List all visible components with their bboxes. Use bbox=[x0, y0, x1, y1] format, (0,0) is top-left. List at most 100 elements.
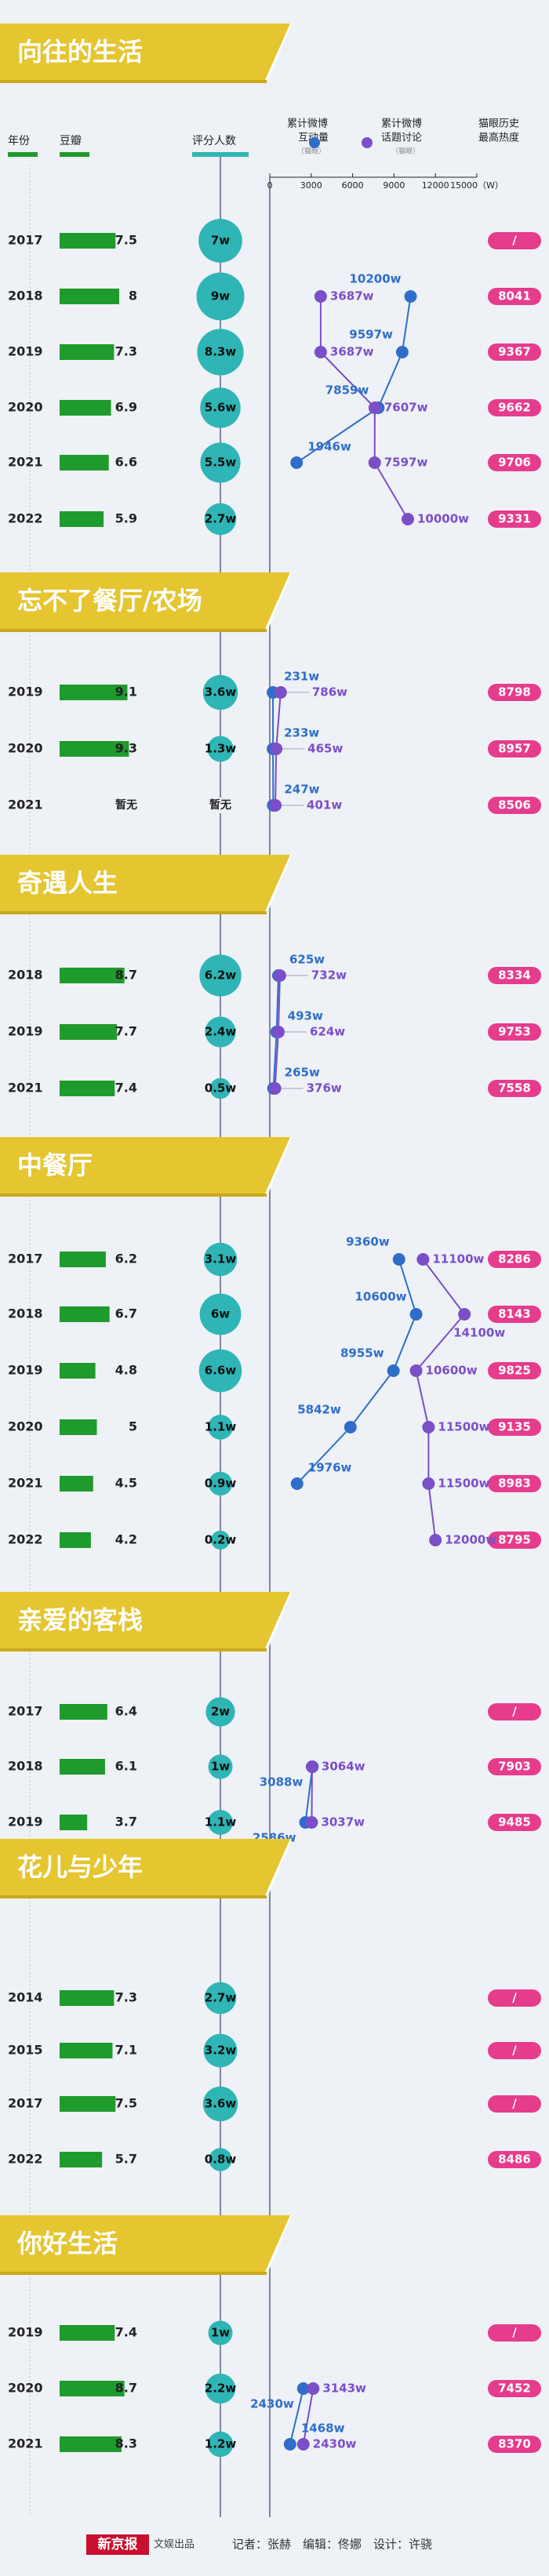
heat-value: 9753 bbox=[498, 1025, 531, 1039]
heat-value: 9706 bbox=[498, 456, 531, 470]
douban-bar bbox=[60, 2043, 113, 2058]
interaction-connector bbox=[392, 1313, 417, 1372]
topic-label: 3064w bbox=[322, 1760, 365, 1774]
heat-pill bbox=[488, 1703, 541, 1720]
raters-bubble bbox=[208, 2320, 233, 2345]
heat-pill bbox=[488, 2324, 541, 2342]
interaction-label: 7859w bbox=[325, 383, 369, 398]
douban-bar bbox=[60, 1990, 115, 2006]
row-year: 2015 bbox=[8, 2043, 43, 2058]
section-banner-shadow bbox=[0, 80, 267, 83]
section-banner-shadow bbox=[0, 1895, 267, 1898]
heat-value: 8286 bbox=[498, 1252, 531, 1266]
douban-bar bbox=[60, 1363, 96, 1379]
interaction-point bbox=[392, 1253, 405, 1266]
raters-label: 1w bbox=[211, 1760, 230, 1774]
raters-bubble bbox=[199, 1293, 242, 1335]
topic-point bbox=[271, 1026, 285, 1038]
raters-bubble bbox=[202, 2086, 238, 2122]
raters-label: 1.1w bbox=[205, 1420, 237, 1434]
section-title-banner bbox=[0, 24, 292, 83]
section-banner-bg bbox=[0, 1839, 290, 1895]
heat-pill bbox=[488, 1251, 541, 1268]
douban-score-label: 7.5 bbox=[115, 233, 137, 248]
heat-value: 8983 bbox=[498, 1477, 531, 1491]
interaction-connector bbox=[398, 1259, 417, 1315]
interaction-connector bbox=[296, 1426, 351, 1484]
interaction-label: 2430w bbox=[250, 2397, 294, 2411]
topic-label: 465w bbox=[307, 742, 343, 756]
row-year: 2021 bbox=[8, 455, 43, 470]
heat-value: / bbox=[512, 2097, 517, 2111]
topic-label: 732w bbox=[311, 968, 347, 983]
douban-score-label: 6.6 bbox=[115, 455, 137, 470]
interaction-label: 493w bbox=[288, 1009, 323, 1023]
x-axis-tick-label: 15000（W） bbox=[450, 180, 504, 191]
topic-connector bbox=[277, 975, 281, 1033]
topic-point bbox=[270, 743, 283, 755]
interaction-label: 247w bbox=[284, 783, 319, 797]
douban-score-label: 6.7 bbox=[115, 1306, 137, 1321]
heat-pill bbox=[488, 399, 541, 416]
interaction-point bbox=[409, 1308, 423, 1321]
topic-connector bbox=[274, 748, 278, 806]
interaction-label: 1468w bbox=[301, 2422, 345, 2436]
topic-label: 11500w bbox=[438, 1420, 489, 1434]
topic-point bbox=[269, 799, 282, 812]
row-year: 2018 bbox=[8, 289, 43, 303]
raters-bubble bbox=[207, 736, 234, 762]
heat-value: 8506 bbox=[498, 798, 531, 812]
douban-score-label: 4.2 bbox=[115, 1532, 137, 1547]
douban-bar bbox=[60, 1704, 107, 1720]
topic-point bbox=[429, 1534, 442, 1546]
douban-bar bbox=[60, 400, 111, 416]
raters-label: 7w bbox=[211, 234, 230, 248]
topic-label: 12000w bbox=[445, 1533, 496, 1547]
raters-label: 5.5w bbox=[205, 456, 237, 470]
row-year: 2021 bbox=[8, 2436, 43, 2451]
raters-label: 2.2w bbox=[205, 2382, 237, 2396]
topic-label: 10600w bbox=[426, 1364, 478, 1378]
heat-pill bbox=[488, 1023, 541, 1041]
douban-score-label: 8.3 bbox=[115, 2436, 137, 2451]
raters-bubble bbox=[203, 1242, 238, 1277]
douban-score-label: 6.2 bbox=[115, 1252, 137, 1266]
raters-label: 5.6w bbox=[205, 401, 237, 415]
topic-label: 624w bbox=[310, 1025, 345, 1039]
section-title: 奇遇人生 bbox=[17, 868, 118, 898]
douban-score-label: 7.3 bbox=[115, 1990, 137, 2005]
interaction-connector bbox=[350, 1370, 394, 1428]
raters-bubble bbox=[198, 1349, 242, 1393]
topic-point bbox=[305, 1760, 318, 1773]
douban-bar bbox=[60, 233, 116, 249]
header-year-underline bbox=[8, 152, 38, 157]
topic-point bbox=[368, 456, 381, 469]
raters-label: 3.6w bbox=[205, 685, 237, 699]
topic-point bbox=[422, 1477, 435, 1490]
topic-point bbox=[305, 1816, 318, 1829]
douban-bar bbox=[60, 2436, 122, 2452]
topic-connector bbox=[320, 351, 376, 409]
interaction-point bbox=[283, 2438, 296, 2451]
heat-pill bbox=[488, 2151, 541, 2168]
heat-pill bbox=[488, 454, 541, 471]
douban-score-label: 5.7 bbox=[115, 2152, 137, 2167]
section-banner-shadow bbox=[0, 1194, 267, 1197]
row-year: 2020 bbox=[8, 1419, 43, 1434]
raters-label: 3.6w bbox=[205, 2097, 237, 2111]
douban-bar bbox=[60, 1024, 118, 1040]
interaction-point bbox=[395, 346, 409, 358]
row-year: 2020 bbox=[8, 400, 43, 415]
row-year: 2022 bbox=[8, 1532, 43, 1547]
douban-bar bbox=[60, 2381, 125, 2396]
douban-score-label: 3.7 bbox=[115, 1815, 137, 1829]
heat-pill bbox=[488, 1080, 541, 1097]
heat-value: 9825 bbox=[498, 1364, 531, 1378]
heat-value: / bbox=[512, 234, 517, 248]
header-raters: 评分人数 bbox=[192, 135, 236, 147]
raters-mask bbox=[208, 798, 233, 813]
section-banner-edge bbox=[265, 24, 292, 80]
raters-label: 0.8w bbox=[205, 2153, 237, 2167]
section-banner-edge bbox=[265, 1137, 292, 1194]
